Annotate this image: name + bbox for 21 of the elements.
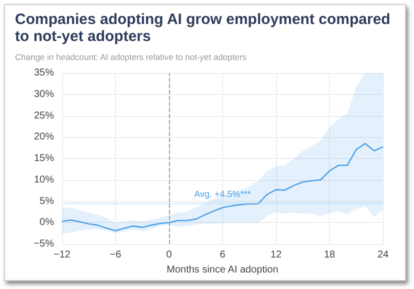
x-tick-label: 6 [220,250,226,260]
y-tick-label: 0% [40,217,54,228]
x-tick-label: 12 [270,250,282,260]
chart-title: Companies adopting AI grow employment compared to not-yet adopters [15,11,392,45]
y-tick-label: 5% [40,196,54,207]
y-tick-label: 10% [34,174,54,186]
x-tick-label: −12 [54,250,71,260]
line-series [61,142,384,232]
ref-line-label: Avg. +4.5%*** [194,188,252,199]
x-tick-label: 18 [324,250,336,260]
y-tick-label: 20% [34,132,54,143]
x-tick-label: 24 [377,250,389,260]
y-tick-label: 15% [34,153,54,164]
x-axis-title: Months since AI adoption [166,264,278,276]
chart-subtitle: Change in headcount: AI adopters relative to not-yet adopters [15,52,247,62]
y-tick-label: 25% [34,110,54,122]
y-tick-label: 35% [34,68,54,78]
x-tick-label: −6 [110,250,122,260]
x-tick-label: 0 [166,250,172,260]
y-tick-label: −5% [34,238,54,250]
y-tick-label: 30% [34,88,54,100]
